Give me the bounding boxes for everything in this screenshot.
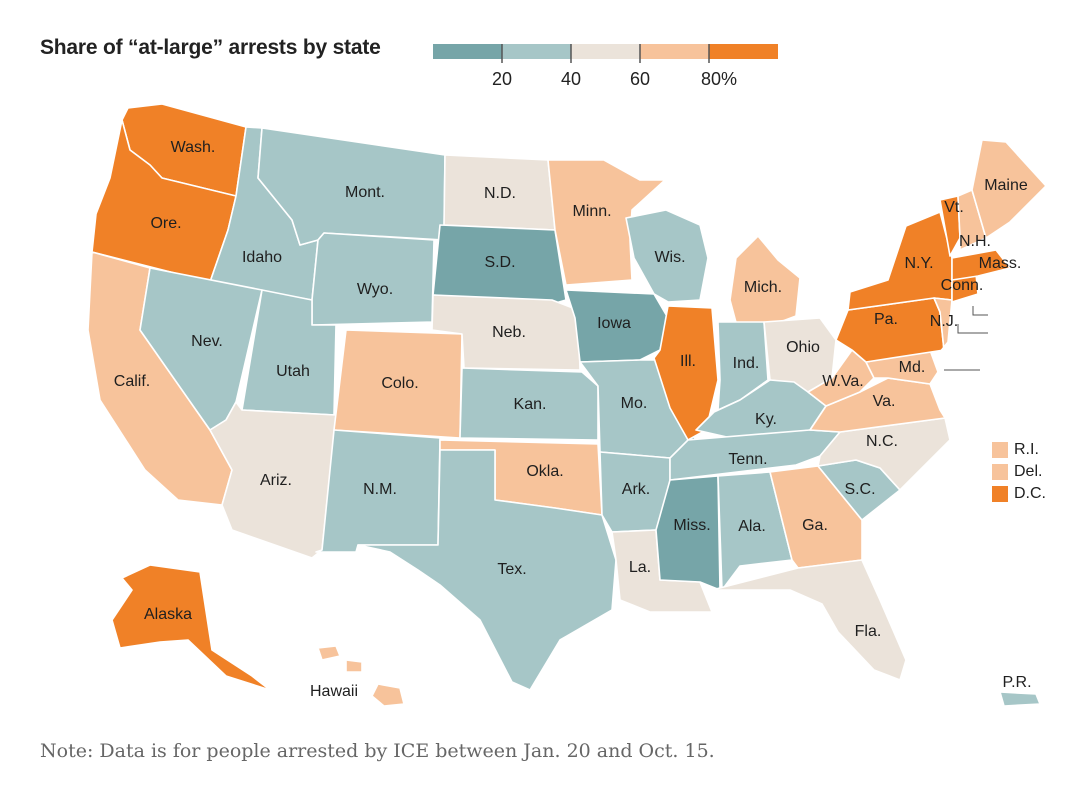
legend-tick-label: 60 bbox=[630, 69, 650, 89]
state-label: Tenn. bbox=[728, 451, 767, 468]
state-shape-ny bbox=[847, 211, 953, 311]
state-label: Alaska bbox=[144, 606, 192, 623]
state-label: Calif. bbox=[114, 373, 150, 390]
state-shape-alaska bbox=[111, 564, 271, 691]
small-state-swatch bbox=[992, 442, 1008, 458]
map-title: Share of “at-large” arrests by state bbox=[40, 36, 381, 59]
footnote: Note: Data is for people arrested by ICE… bbox=[40, 740, 715, 762]
state-label: Idaho bbox=[242, 249, 282, 266]
state-shape-nh bbox=[957, 189, 987, 251]
state-label: Fla. bbox=[855, 623, 882, 640]
state-label: Ore. bbox=[150, 215, 181, 232]
state-label: N.M. bbox=[363, 481, 397, 498]
state-label: W.Va. bbox=[822, 373, 864, 390]
state-label: Miss. bbox=[673, 517, 710, 534]
state-label: S.C. bbox=[844, 481, 875, 498]
state-shape-hawaii bbox=[317, 645, 405, 707]
state-label: Va. bbox=[873, 393, 896, 410]
state-shape-mass bbox=[951, 249, 1011, 281]
small-state-label: R.I. bbox=[1014, 441, 1039, 458]
state-shape-wyo bbox=[311, 232, 435, 326]
state-label: Md. bbox=[899, 359, 926, 376]
small-state-swatch bbox=[992, 486, 1008, 502]
state-shape-fla bbox=[711, 559, 907, 681]
legend-swatch-5 bbox=[709, 44, 778, 59]
legend-swatch-1 bbox=[433, 44, 502, 59]
state-label: Nev. bbox=[191, 333, 223, 350]
small-state-label: Del. bbox=[1014, 463, 1042, 480]
state-label: N.C. bbox=[866, 433, 898, 450]
state-label: N.H. bbox=[959, 233, 991, 250]
state-label: Ariz. bbox=[260, 472, 292, 489]
state-label: La. bbox=[629, 559, 651, 576]
state-label: Hawaii bbox=[310, 683, 358, 700]
state-label: Vt. bbox=[944, 199, 964, 216]
small-state-label: D.C. bbox=[1014, 485, 1046, 502]
state-label: Mich. bbox=[744, 279, 782, 296]
state-shape-pr bbox=[999, 691, 1041, 707]
state-shapes bbox=[87, 103, 1047, 707]
state-shape-neb bbox=[431, 294, 581, 371]
state-label: Tex. bbox=[497, 561, 526, 578]
state-label: Ind. bbox=[733, 355, 760, 372]
state-label: Mo. bbox=[621, 395, 648, 412]
state-label: Conn. bbox=[941, 277, 984, 294]
state-shape-mich bbox=[729, 235, 801, 331]
state-label: Wash. bbox=[171, 139, 216, 156]
state-label: Pa. bbox=[874, 311, 898, 328]
state-label: Ill. bbox=[680, 353, 696, 370]
state-label: Ky. bbox=[755, 411, 777, 428]
state-label: N.J. bbox=[930, 313, 958, 330]
state-label: Ala. bbox=[738, 518, 766, 535]
state-label: Kan. bbox=[514, 396, 547, 413]
state-shape-maine bbox=[971, 139, 1047, 239]
state-label: Wis. bbox=[654, 249, 685, 266]
legend-tick-label: 40 bbox=[561, 69, 581, 89]
state-label: Wyo. bbox=[357, 281, 393, 298]
state-label: Ga. bbox=[802, 517, 828, 534]
state-label: N.Y. bbox=[904, 255, 933, 272]
state-labels: Wash. Ore. Calif. Idaho Nev. Mont. Wyo. Utah Ari… bbox=[114, 139, 1032, 700]
state-label: Okla. bbox=[526, 463, 563, 480]
state-label: Utah bbox=[276, 363, 310, 380]
state-shape-ala bbox=[717, 471, 793, 591]
state-label: S.D. bbox=[484, 254, 515, 271]
color-legend: 20 40 60 80% bbox=[433, 44, 778, 89]
state-label: P.R. bbox=[1002, 674, 1031, 691]
state-shape-kan bbox=[459, 367, 599, 441]
state-label: Mont. bbox=[345, 184, 385, 201]
leader-lines bbox=[944, 306, 988, 371]
legend-swatch-4 bbox=[640, 44, 709, 59]
state-label: Maine bbox=[984, 177, 1028, 194]
state-label: N.D. bbox=[484, 185, 516, 202]
state-shape-wis bbox=[625, 209, 709, 303]
small-states-legend: R.I. Del. D.C. bbox=[992, 441, 1046, 502]
legend-swatch-2 bbox=[502, 44, 571, 59]
legend-swatch-3 bbox=[571, 44, 640, 59]
state-label: Iowa bbox=[597, 315, 631, 332]
state-label: Neb. bbox=[492, 324, 526, 341]
legend-tick-label: 20 bbox=[492, 69, 512, 89]
state-label: Minn. bbox=[572, 203, 611, 220]
state-label: Colo. bbox=[381, 375, 418, 392]
legend-tick-label: 80% bbox=[701, 69, 737, 89]
state-shape-iowa bbox=[565, 289, 669, 363]
small-state-swatch bbox=[992, 464, 1008, 480]
state-label: Mass. bbox=[979, 255, 1022, 272]
state-label: Ohio bbox=[786, 339, 820, 356]
state-shape-tex bbox=[357, 449, 617, 691]
state-label: Ark. bbox=[622, 481, 650, 498]
